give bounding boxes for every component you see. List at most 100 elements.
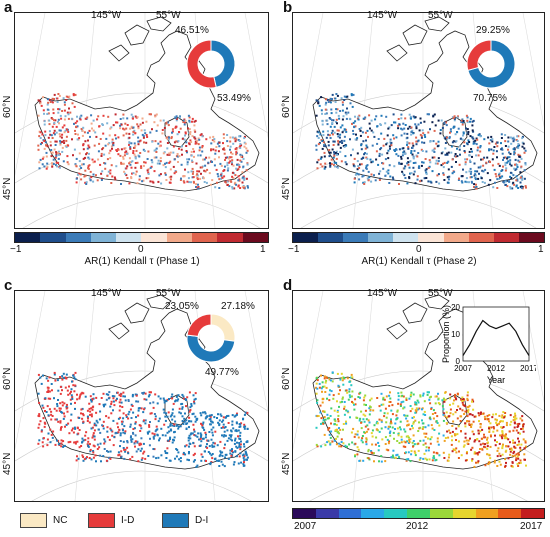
map-pixel bbox=[475, 187, 478, 190]
map-pixel bbox=[196, 173, 199, 176]
map-pixel bbox=[447, 415, 450, 418]
map-pixel bbox=[129, 436, 132, 439]
map-pixel bbox=[228, 161, 231, 164]
pct-right-c: 27.18% bbox=[221, 301, 255, 312]
map-pixel bbox=[65, 377, 68, 379]
map-pixel bbox=[228, 157, 231, 160]
map-pixel bbox=[489, 179, 492, 182]
map-pixel bbox=[135, 450, 138, 453]
map-pixel bbox=[93, 144, 96, 147]
map-pixel bbox=[394, 456, 397, 459]
map-pixel bbox=[404, 414, 407, 417]
map-pixel bbox=[472, 119, 475, 122]
map-pixel bbox=[238, 444, 241, 446]
map-pixel bbox=[44, 397, 47, 400]
map-pixel bbox=[199, 177, 202, 180]
map-pixel bbox=[386, 134, 389, 137]
map-pixel bbox=[471, 120, 474, 123]
map-pixel bbox=[433, 113, 436, 116]
map-pixel bbox=[455, 447, 458, 450]
map-pixel bbox=[230, 151, 232, 154]
map-pixel bbox=[482, 170, 485, 173]
map-pixel bbox=[76, 455, 78, 458]
map-pixel bbox=[119, 445, 121, 448]
map-pixel bbox=[409, 395, 412, 398]
map-pixel bbox=[517, 145, 520, 148]
map-pixel bbox=[505, 449, 508, 452]
map-pixel bbox=[469, 437, 471, 440]
map-pixel bbox=[96, 448, 99, 450]
map-pixel bbox=[86, 415, 89, 418]
map-pixel bbox=[209, 136, 212, 139]
map-pixel bbox=[317, 100, 320, 103]
map-pixel bbox=[87, 437, 90, 440]
map-pixel bbox=[121, 406, 124, 408]
map-pixel bbox=[50, 410, 53, 413]
map-pixel bbox=[194, 130, 197, 133]
map-pixel bbox=[223, 447, 226, 450]
map-pixel bbox=[178, 131, 180, 133]
map-pixel bbox=[336, 372, 339, 375]
map-pixel bbox=[184, 134, 186, 137]
map-pixel bbox=[147, 455, 150, 457]
map-pixel bbox=[227, 167, 230, 170]
map-pixel bbox=[216, 417, 218, 419]
map-pixel bbox=[210, 414, 213, 417]
map-pixel bbox=[444, 391, 447, 394]
map-pixel bbox=[377, 138, 380, 140]
map-pixel bbox=[509, 159, 512, 162]
map-pixel bbox=[393, 437, 395, 440]
map-pixel bbox=[395, 417, 398, 420]
map-pixel bbox=[196, 464, 199, 467]
map-pixel bbox=[523, 147, 526, 150]
map-pixel bbox=[478, 451, 481, 454]
map-pixel bbox=[60, 427, 62, 430]
map-pixel bbox=[212, 148, 215, 151]
map-pixel bbox=[367, 450, 370, 453]
map-pixel bbox=[84, 181, 87, 184]
map-pixel bbox=[477, 134, 480, 137]
map-pixel bbox=[341, 124, 344, 127]
map-pixel bbox=[234, 148, 237, 151]
map-pixel bbox=[53, 119, 55, 122]
map-pixel bbox=[348, 394, 351, 397]
map-pixel bbox=[136, 161, 139, 164]
map-pixel bbox=[224, 156, 227, 159]
map-pixel bbox=[405, 417, 408, 420]
map-pixel bbox=[193, 452, 196, 455]
map-pixel bbox=[405, 397, 408, 400]
map-pixel bbox=[55, 151, 58, 154]
map-pixel bbox=[190, 141, 193, 143]
map-pixel bbox=[383, 398, 386, 401]
map-pixel bbox=[501, 148, 504, 151]
map-pixel bbox=[177, 451, 180, 454]
map-pixel bbox=[75, 459, 78, 462]
map-pixel bbox=[226, 140, 229, 143]
map-pixel bbox=[447, 181, 450, 184]
map-pixel bbox=[98, 418, 101, 421]
map-pixel bbox=[498, 452, 501, 455]
map-pixel bbox=[332, 140, 335, 143]
map-pixel bbox=[471, 124, 474, 127]
map-pixel bbox=[145, 120, 148, 123]
map-pixel bbox=[413, 450, 416, 453]
map-pixel bbox=[351, 376, 354, 379]
map-pixel bbox=[349, 416, 351, 419]
map-pixel bbox=[343, 145, 346, 148]
map-pixel bbox=[158, 439, 160, 442]
map-pixel bbox=[52, 112, 55, 115]
map-pixel bbox=[74, 378, 77, 381]
map-pixel bbox=[496, 156, 498, 159]
map-pixel bbox=[224, 456, 227, 459]
map-pixel bbox=[192, 441, 195, 444]
map-pixel bbox=[519, 181, 522, 184]
map-pixel bbox=[329, 151, 332, 154]
map-pixel bbox=[76, 398, 79, 401]
map-pixel bbox=[65, 145, 68, 148]
map-pixel bbox=[513, 167, 516, 170]
map-pixel bbox=[181, 415, 184, 418]
map-pixel bbox=[438, 454, 441, 457]
map-pixel bbox=[429, 140, 432, 143]
map-pixel bbox=[468, 404, 471, 407]
map-pixel bbox=[157, 159, 160, 162]
